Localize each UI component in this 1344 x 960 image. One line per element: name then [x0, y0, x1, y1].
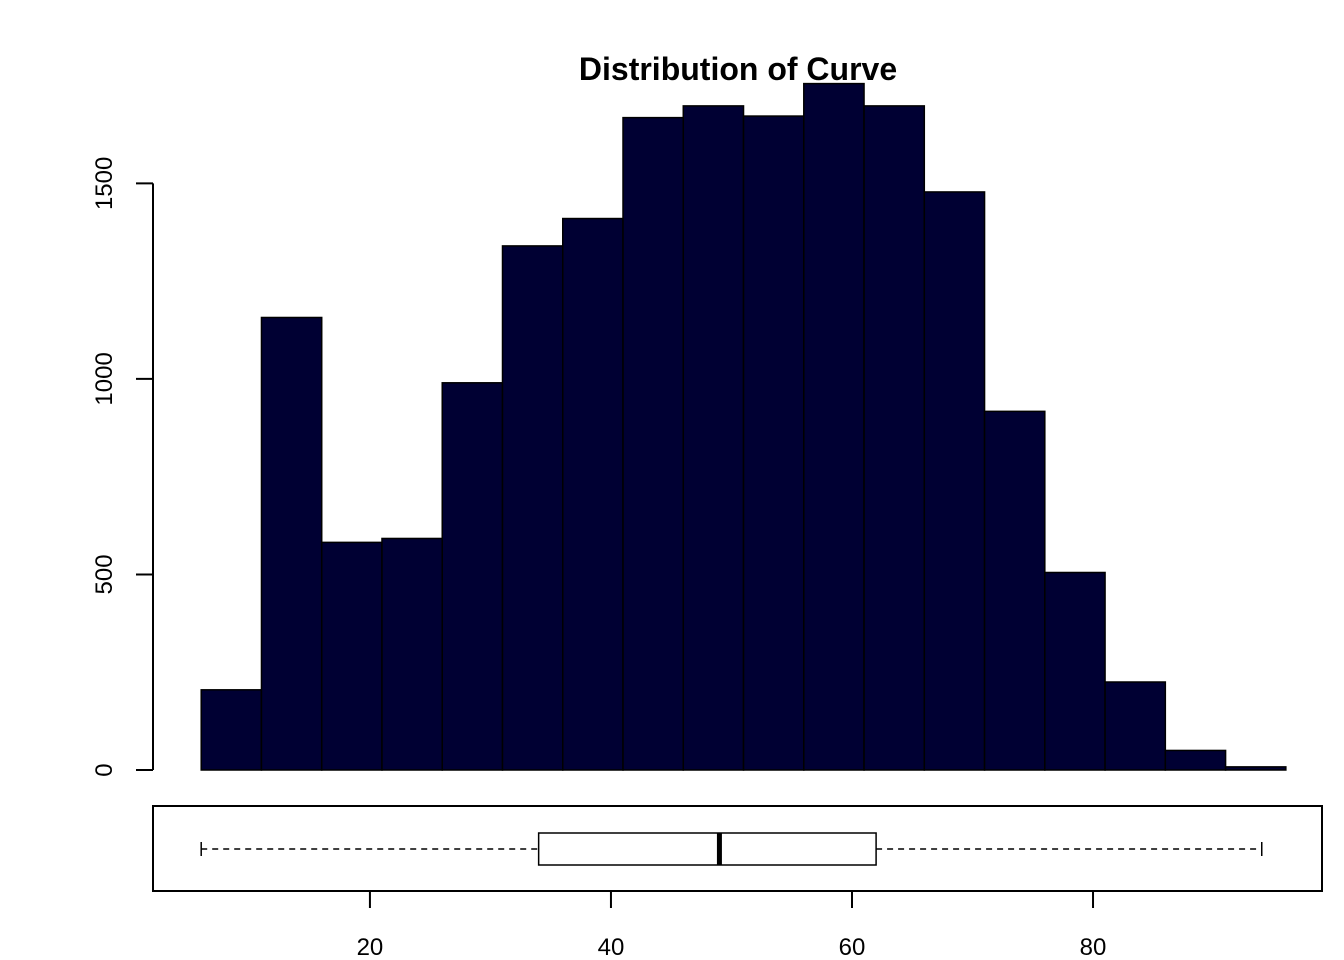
y-tick-label: 500 [91, 554, 118, 594]
histogram-bar [1044, 571, 1106, 771]
histogram-bar [742, 115, 805, 771]
histogram-bar [381, 537, 443, 771]
histogram-bars [200, 82, 1287, 771]
y-tick-label: 0 [91, 763, 118, 776]
histogram-bar [863, 105, 926, 771]
histogram-bar [1164, 749, 1227, 771]
histogram-bar [622, 116, 685, 771]
boxplot [152, 805, 1323, 892]
x-tick-label: 80 [1080, 934, 1107, 960]
histogram-bar [200, 689, 263, 771]
histogram-bar [441, 382, 504, 771]
histogram-bar [682, 105, 745, 771]
histogram-bar [1104, 681, 1167, 771]
boxplot-frame [152, 805, 1323, 892]
y-tick-label: 1500 [91, 157, 118, 210]
x-tick-label: 40 [598, 934, 625, 960]
x-tick-label: 60 [839, 934, 866, 960]
chart-title: Distribution of Curve [579, 51, 897, 87]
y-tick-label: 1000 [91, 352, 118, 405]
histogram-bar [501, 245, 564, 771]
x-axis: 20 40 60 80 [357, 891, 1107, 960]
histogram-bar [983, 410, 1046, 771]
histogram-bar [260, 316, 323, 771]
histogram-bar [320, 541, 383, 771]
y-axis: 0 500 1000 1500 [91, 157, 154, 777]
histogram-bar [1224, 766, 1287, 771]
histogram-bar [562, 217, 624, 771]
histogram-bar [923, 191, 986, 771]
x-tick-label: 20 [357, 934, 384, 960]
histogram-bar [803, 82, 865, 771]
iqr-box [537, 832, 877, 866]
